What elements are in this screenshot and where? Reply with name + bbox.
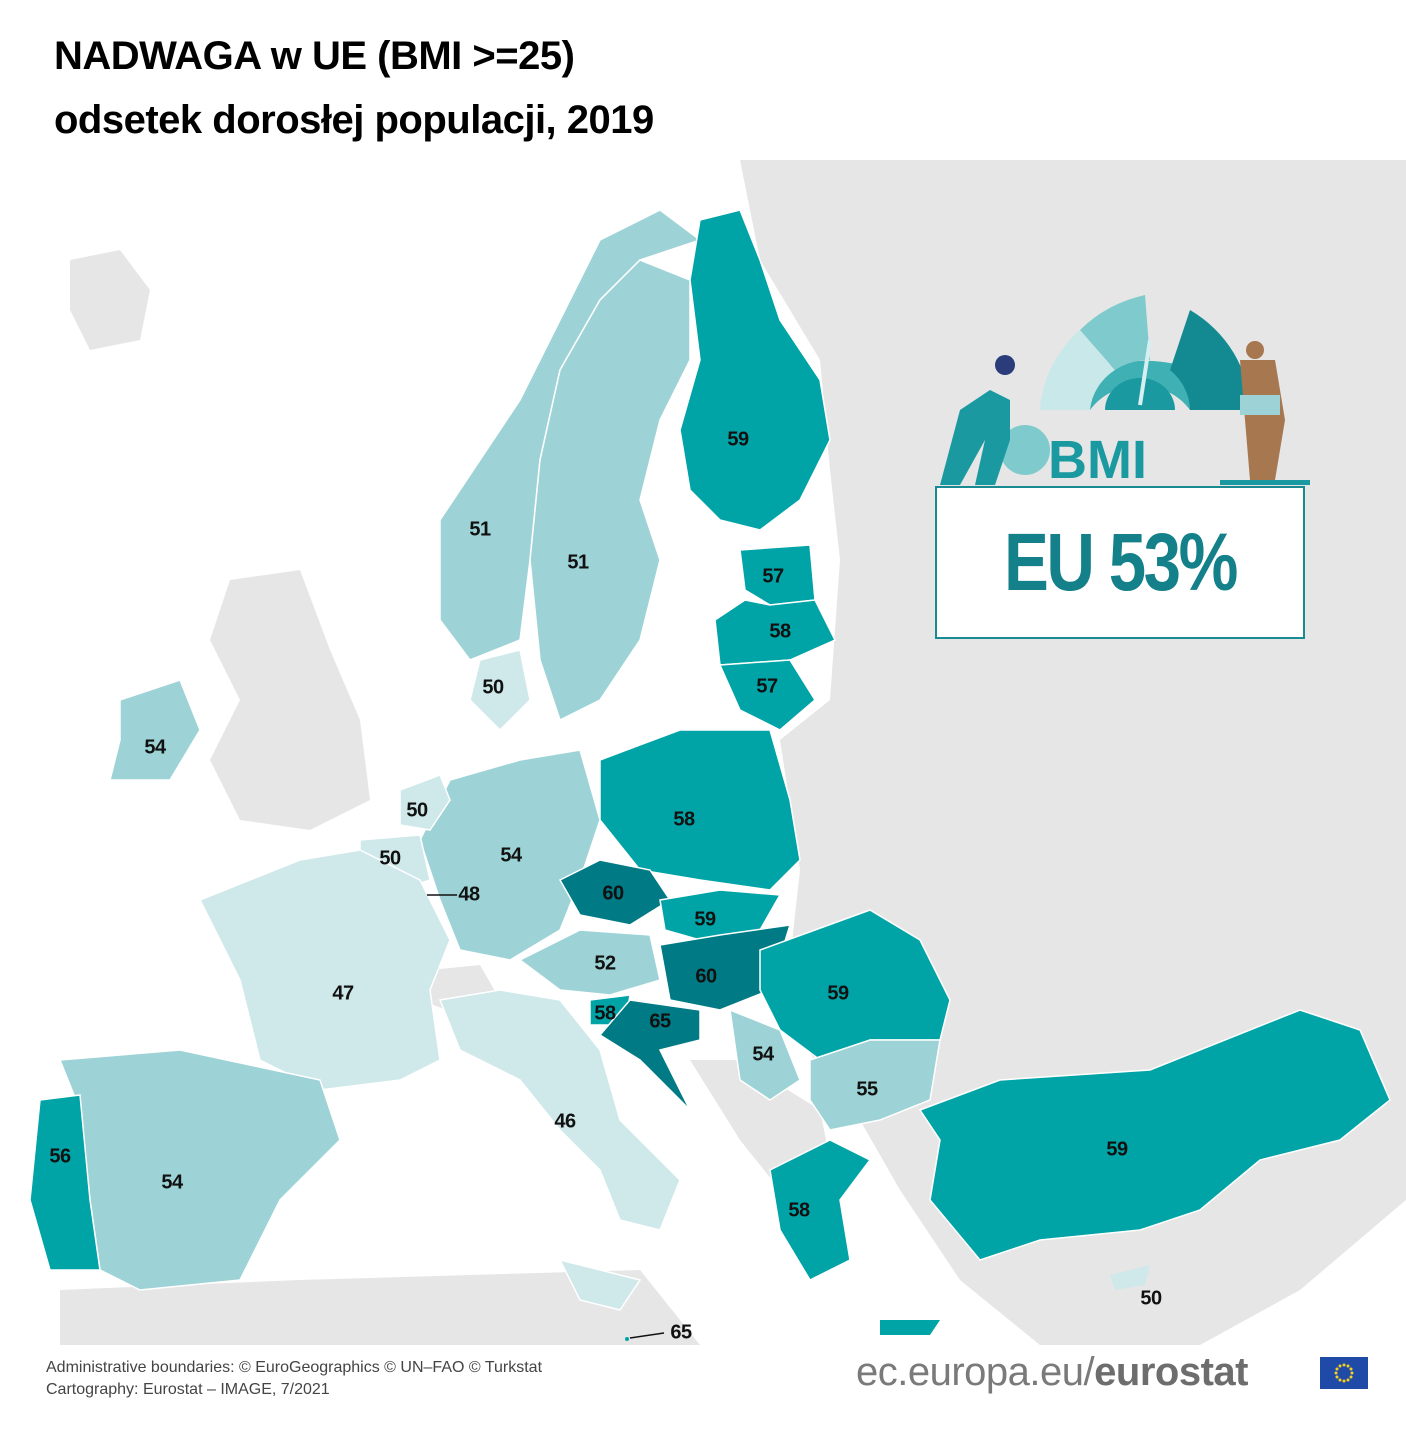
map-label-estonia: 57	[762, 565, 784, 588]
map-label-croatia: 65	[649, 1010, 671, 1033]
map-label-portugal: 56	[49, 1145, 71, 1168]
map-label-latvia: 58	[769, 620, 791, 643]
map-label-bulgaria: 55	[856, 1078, 878, 1101]
map-label-poland: 58	[673, 808, 695, 831]
title-line-1: NADWAGA w UE (BMI >=25)	[54, 34, 575, 78]
title-line-2: odsetek dorosłej populacji, 2019	[54, 98, 654, 142]
credits-cartography: Cartography: Eurostat – IMAGE, 7/2021	[46, 1381, 330, 1398]
map-label-slovenia: 58	[594, 1002, 616, 1025]
eurostat-brand[interactable]: ec.europa.eu/eurostat	[856, 1350, 1248, 1395]
map-label-romania: 59	[827, 982, 849, 1005]
eu-flag-icon	[1320, 1357, 1368, 1389]
eu-average-value: EU 53%	[1004, 516, 1238, 608]
credits: Administrative boundaries: © EuroGeograp…	[46, 1357, 542, 1401]
bmi-logo-text: BMI	[1048, 430, 1147, 490]
bmi-gauge-illustration: BMI	[940, 295, 1310, 490]
map-label-cyprus: 50	[1140, 1287, 1162, 1310]
brand-domain: ec.europa.eu/	[856, 1350, 1095, 1394]
map-label-hungary: 60	[695, 965, 717, 988]
map-label-turkey: 59	[1106, 1138, 1128, 1161]
map-label-spain: 54	[161, 1171, 183, 1194]
map-label-france: 47	[332, 982, 354, 1005]
map-label-germany: 54	[500, 844, 522, 867]
europe-map: BMI	[0, 160, 1406, 1345]
map-label-luxembourg: 48	[458, 883, 480, 906]
map-label-lithuania: 57	[756, 675, 778, 698]
map-label-sweden: 51	[567, 551, 589, 574]
map-label-ireland: 54	[144, 736, 166, 759]
eu-average-box: EU 53%	[935, 486, 1305, 639]
map-label-greece: 58	[788, 1199, 810, 1222]
brand-name: eurostat	[1094, 1350, 1248, 1394]
map-label-malta: 65	[670, 1321, 692, 1344]
map-label-czechia: 60	[602, 882, 624, 905]
map-label-belgium: 50	[379, 847, 401, 870]
map-label-netherlands: 50	[406, 799, 428, 822]
map-label-finland: 59	[727, 428, 749, 451]
map-label-norway: 51	[469, 518, 491, 541]
map-label-denmark: 50	[482, 676, 504, 699]
credits-boundaries: Administrative boundaries: © EuroGeograp…	[46, 1359, 543, 1376]
map-label-italy: 46	[554, 1110, 576, 1133]
map-label-serbia: 54	[752, 1043, 774, 1066]
map-label-slovakia: 59	[694, 908, 716, 931]
map-label-austria: 52	[594, 952, 616, 975]
